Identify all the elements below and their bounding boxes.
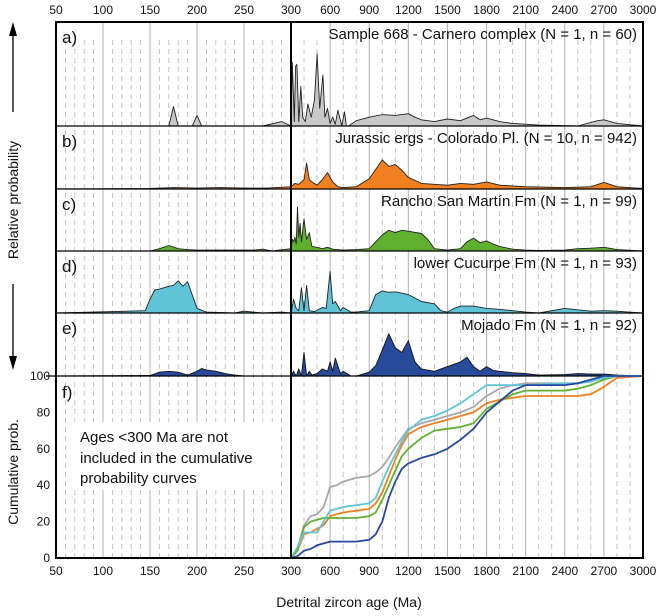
panel-letter: c) <box>62 195 76 214</box>
x-tick-label-bottom: 1800 <box>473 564 500 578</box>
probability-curve-left <box>55 245 292 252</box>
probability-curve-right <box>290 206 644 252</box>
note-line-2: included in the cumulative <box>80 450 253 467</box>
probability-curve-right <box>290 333 644 377</box>
x-tick-label-bottom: 250 <box>234 564 254 578</box>
x-tick-label-top: 50 <box>49 3 63 17</box>
cumulative-panel: f) 0 20 40 60 80 100 <box>30 369 644 565</box>
note-box <box>73 422 273 490</box>
up-arrow-icon <box>9 22 17 36</box>
x-tick-label-bottom: 1500 <box>434 564 461 578</box>
x-tick-label-top: 1200 <box>395 3 422 17</box>
panel-a: a) Sample 668 - Carnero complex (N = 1, n… <box>55 26 644 127</box>
x-tick-label-bottom: 200 <box>187 564 207 578</box>
panel-letter: e) <box>62 319 77 338</box>
x-tick-label-top: 100 <box>93 3 113 17</box>
x-tick-label-bottom: 1200 <box>395 564 422 578</box>
plot-frame <box>55 21 644 559</box>
x-tick-label-bottom: 100 <box>93 564 113 578</box>
y-tick-label: 40 <box>37 478 51 492</box>
panel-letter: b) <box>62 132 77 151</box>
probability-curve-right <box>290 159 644 190</box>
x-tick-label-top: 2700 <box>591 3 618 17</box>
y-axis-label-relative: Relative probability <box>5 141 21 259</box>
x-tick-label-top: 300 <box>281 3 301 17</box>
x-tick-label-top: 200 <box>187 3 207 17</box>
y-tick-label: 60 <box>37 442 51 456</box>
x-tick-label-top: 2100 <box>512 3 539 17</box>
panel-title: Rancho San Martín Fm (N = 1, n = 99) <box>381 193 637 210</box>
note-line-1: Ages <300 Ma are not <box>80 429 229 446</box>
axis-ticks: 50 50 100 100 150 150 200 200 250 250 300 300 600 600… <box>49 3 656 578</box>
x-tick-label-bottom: 2700 <box>591 564 618 578</box>
panel-c: c) Rancho San Martín Fm (N = 1, n = 99) <box>55 188 644 252</box>
probability-curve-left <box>55 280 292 314</box>
panel-letter: a) <box>62 28 77 47</box>
x-tick-label-top: 900 <box>359 3 379 17</box>
x-tick-label-bottom: 3000 <box>630 564 657 578</box>
y-tick-label: 0 <box>43 551 50 565</box>
x-tick-label-top: 3000 <box>630 3 657 17</box>
panel-letter: f) <box>62 383 72 402</box>
panel-b: b) Jurassic ergs - Colorado Pl. (N = 10, … <box>55 125 644 190</box>
x-tick-label-bottom: 300 <box>281 564 301 578</box>
x-tick-label-bottom: 150 <box>140 564 160 578</box>
frame-border <box>55 21 644 559</box>
panel-title: lower Cucurpe Fm (N = 1, n = 93) <box>414 255 637 272</box>
down-arrow-icon <box>9 356 17 370</box>
cumulative-line <box>290 375 643 559</box>
probability-curve-right <box>290 53 644 127</box>
probability-curve-right <box>290 271 644 314</box>
note-line-3: probability curves <box>80 470 197 487</box>
probability-panels: a) Sample 668 - Carnero complex (N = 1, n… <box>55 26 644 377</box>
x-tick-label-bottom: 900 <box>359 564 379 578</box>
x-tick-label-top: 150 <box>140 3 160 17</box>
x-tick-label-bottom: 50 <box>49 564 63 578</box>
x-tick-label-top: 250 <box>234 3 254 17</box>
panel-e: e) Mojado Fm (N = 1, n = 92) <box>55 312 644 377</box>
x-tick-label-bottom: 2400 <box>551 564 578 578</box>
cumulative-line <box>290 375 643 559</box>
panel-letter: d) <box>62 257 77 276</box>
x-tick-label-bottom: 2100 <box>512 564 539 578</box>
probability-curve-left <box>55 368 292 377</box>
panel-title: Mojado Fm (N = 1, n = 92) <box>461 317 637 334</box>
y-tick-label: 100 <box>30 369 50 383</box>
x-tick-label-top: 1800 <box>473 3 500 17</box>
cumulative-line <box>290 375 643 559</box>
y-tick-label: 80 <box>37 405 51 419</box>
x-tick-label-top: 600 <box>320 3 340 17</box>
y-tick-label: 20 <box>37 515 51 529</box>
y-axis-label-cumulative: Cumulative prob. <box>5 419 21 525</box>
panel-title: Jurassic ergs - Colorado Pl. (N = 10, n … <box>335 130 637 147</box>
x-tick-label-top: 1500 <box>434 3 461 17</box>
panel-d: d) lower Cucurpe Fm (N = 1, n = 93) <box>55 250 644 314</box>
cumulative-line <box>290 375 644 559</box>
x-tick-label-top: 2400 <box>551 3 578 17</box>
x-tick-label-bottom: 600 <box>320 564 340 578</box>
cumulative-line <box>290 375 643 559</box>
x-axis-label: Detrital zircon age (Ma) <box>276 594 422 610</box>
probability-curve-left <box>55 106 292 127</box>
y-axis-relative-probability: Relative probability <box>5 22 21 370</box>
panel-title: Sample 668 - Carnero complex (N = 1, n =… <box>329 26 637 43</box>
